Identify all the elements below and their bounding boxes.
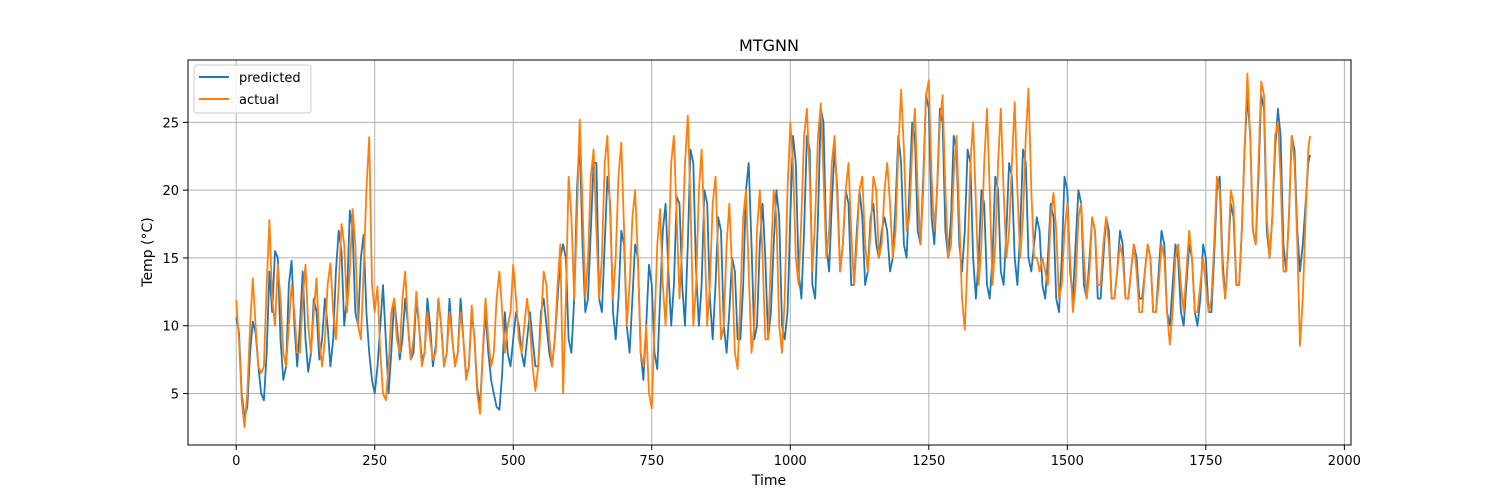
series-line-predicted [235, 94, 1311, 419]
chart-title: MTGNN [739, 36, 799, 55]
x-tick-label: 1500 [1051, 454, 1084, 469]
x-tick-label: 2000 [1328, 454, 1361, 469]
y-tick-label: 10 [162, 320, 179, 335]
x-tick-label: 250 [362, 454, 387, 469]
y-axis-ticks: 5 10 15 20 25 [162, 116, 188, 402]
y-tick-label: 20 [162, 184, 179, 199]
legend-label-actual: actual [239, 93, 279, 108]
y-tick-label: 15 [162, 252, 179, 267]
x-tick-label: 0 [232, 454, 240, 469]
x-axis-ticks: 0 250 500 750 1000 1250 1500 1750 2000 [232, 445, 1361, 469]
y-tick-label: 5 [171, 387, 179, 402]
legend: predicted actual [193, 64, 312, 114]
series-line-actual [235, 72, 1311, 429]
x-tick-label: 750 [639, 454, 664, 469]
y-tick-label: 25 [162, 116, 179, 131]
x-tick-label: 1000 [774, 454, 807, 469]
series-layer [235, 72, 1311, 429]
y-axis-label: Temp (°C) [140, 217, 156, 287]
x-tick-label: 500 [501, 454, 526, 469]
x-tick-label: 1750 [1189, 454, 1222, 469]
x-axis-label: Time [751, 473, 786, 489]
plot-frame [187, 59, 1352, 446]
legend-label-predicted: predicted [239, 71, 301, 86]
x-tick-label: 1250 [912, 454, 945, 469]
